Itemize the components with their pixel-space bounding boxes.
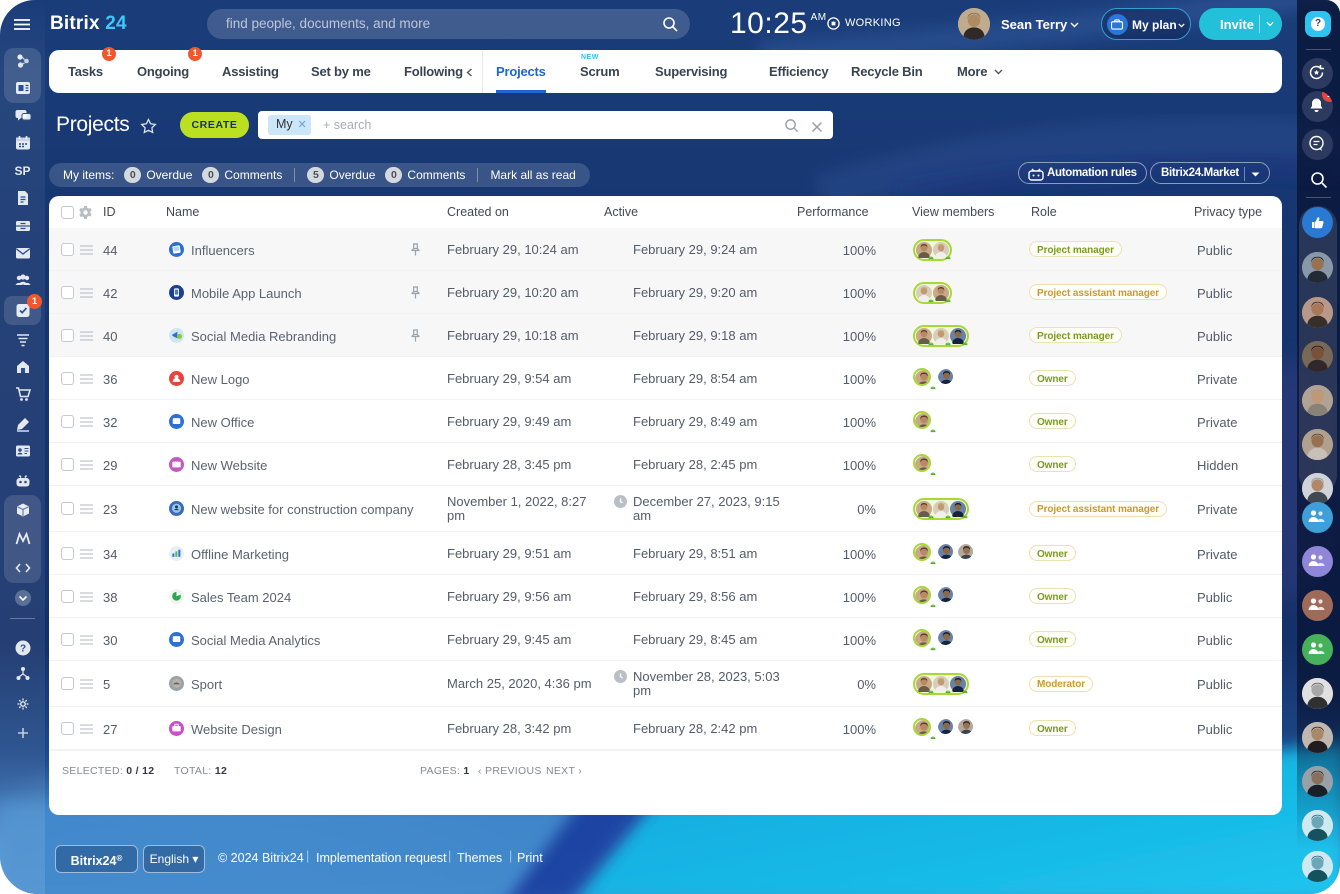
svg-text:?: ? bbox=[19, 644, 25, 655]
